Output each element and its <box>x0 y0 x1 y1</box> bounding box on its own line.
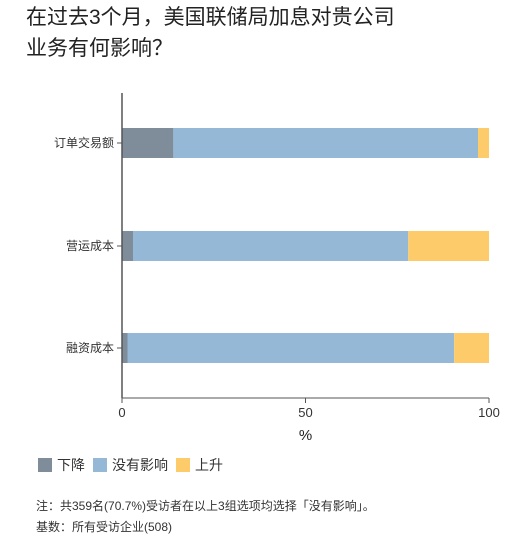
y-tick-label: 营运成本 <box>66 239 114 253</box>
bar-segment-none <box>127 333 455 363</box>
bar-segment-down <box>122 231 134 261</box>
x-tick-label: 0 <box>118 405 125 420</box>
bar-segment-down <box>122 128 174 158</box>
bar-segment-up <box>477 128 489 158</box>
legend-label-up: 上升 <box>195 457 223 473</box>
y-tick-label: 融资成本 <box>66 341 114 355</box>
title-line-1: 在过去3个月，美国联储局加息对贵公司 <box>26 6 395 29</box>
title-line-2: 业务有何影响？ <box>26 37 173 60</box>
footnote-base: 基数：所有受访企业(508) <box>36 520 173 534</box>
bar-segment-none <box>133 231 409 261</box>
legend-item-down: 下降 <box>38 455 85 475</box>
legend-label-down: 下降 <box>57 457 85 473</box>
y-tick-label: 订单交易额 <box>54 135 114 150</box>
bar-segment-none <box>173 128 478 158</box>
chart-title: 在过去3个月，美国联储局加息对贵公司 业务有何影响？ <box>26 2 506 64</box>
legend-swatch-down <box>38 458 52 472</box>
bar-segment-up <box>408 231 489 261</box>
x-tick-label: 50 <box>298 405 312 420</box>
x-axis-label: % <box>299 427 312 444</box>
bar-segment-down <box>122 333 128 363</box>
legend-swatch-up <box>176 458 190 472</box>
legend: 下降 没有影响 上升 <box>38 455 231 475</box>
legend-swatch-none <box>93 458 107 472</box>
bar-segment-up <box>454 333 489 363</box>
footnote-note: 注：共359名(70.7%)受访者在以上3组选项均选择「没有影响」。 <box>36 499 375 513</box>
x-tick-label: 100 <box>478 405 500 420</box>
legend-item-none: 没有影响 <box>93 455 168 475</box>
footnotes: 注：共359名(70.7%)受访者在以上3组选项均选择「没有影响」。 基数：所有… <box>36 496 375 538</box>
legend-item-up: 上升 <box>176 455 223 475</box>
legend-label-none: 没有影响 <box>112 457 168 473</box>
